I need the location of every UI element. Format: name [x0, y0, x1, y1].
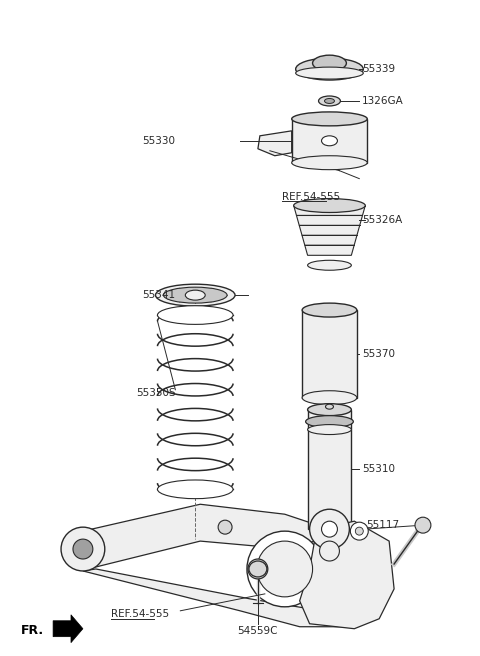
Ellipse shape: [325, 404, 334, 409]
Ellipse shape: [312, 55, 347, 71]
Ellipse shape: [185, 290, 205, 300]
Ellipse shape: [308, 260, 351, 270]
Polygon shape: [83, 569, 379, 626]
Circle shape: [257, 541, 312, 597]
Ellipse shape: [308, 424, 351, 434]
Text: 1326GA: 1326GA: [362, 96, 404, 106]
Ellipse shape: [324, 98, 335, 104]
Ellipse shape: [156, 284, 235, 306]
Text: REF.54-555: REF.54-555: [282, 192, 340, 201]
Polygon shape: [83, 504, 314, 567]
Text: 55341: 55341: [142, 290, 175, 300]
Text: 55117: 55117: [366, 520, 399, 530]
Ellipse shape: [249, 561, 267, 577]
Ellipse shape: [306, 416, 353, 428]
Polygon shape: [302, 236, 357, 245]
Circle shape: [322, 521, 337, 537]
Circle shape: [61, 527, 105, 571]
Text: 55326A: 55326A: [362, 215, 403, 226]
Text: 55350S: 55350S: [136, 388, 175, 398]
Ellipse shape: [257, 554, 312, 584]
Polygon shape: [300, 521, 394, 628]
Ellipse shape: [294, 199, 365, 213]
Ellipse shape: [157, 306, 233, 324]
Circle shape: [350, 522, 368, 540]
Text: 55339: 55339: [362, 64, 396, 74]
Bar: [302, 310, 357, 398]
Ellipse shape: [302, 303, 357, 317]
Circle shape: [415, 517, 431, 533]
Polygon shape: [53, 615, 83, 643]
Ellipse shape: [296, 67, 363, 79]
Bar: [292, 119, 367, 163]
Ellipse shape: [302, 391, 357, 405]
Text: REF.54-555: REF.54-555: [111, 609, 169, 619]
Circle shape: [310, 509, 349, 549]
Ellipse shape: [308, 403, 351, 416]
Circle shape: [320, 541, 339, 561]
Text: FR.: FR.: [21, 625, 44, 637]
Bar: [308, 409, 351, 529]
Ellipse shape: [157, 480, 233, 499]
Ellipse shape: [296, 58, 363, 80]
Polygon shape: [258, 131, 292, 155]
Circle shape: [355, 527, 363, 535]
Polygon shape: [305, 245, 354, 255]
Circle shape: [247, 531, 323, 607]
Polygon shape: [297, 215, 362, 226]
Polygon shape: [299, 226, 360, 236]
Ellipse shape: [319, 96, 340, 106]
Polygon shape: [294, 205, 365, 215]
Text: 55370: 55370: [362, 349, 396, 359]
Text: 54559C: 54559C: [238, 626, 278, 636]
Ellipse shape: [292, 112, 367, 126]
Circle shape: [248, 559, 268, 579]
Text: 55310: 55310: [362, 464, 396, 474]
Ellipse shape: [164, 287, 227, 303]
Ellipse shape: [292, 155, 367, 170]
Ellipse shape: [322, 136, 337, 146]
Circle shape: [73, 539, 93, 559]
Circle shape: [218, 520, 232, 534]
Text: 55330: 55330: [143, 136, 175, 146]
